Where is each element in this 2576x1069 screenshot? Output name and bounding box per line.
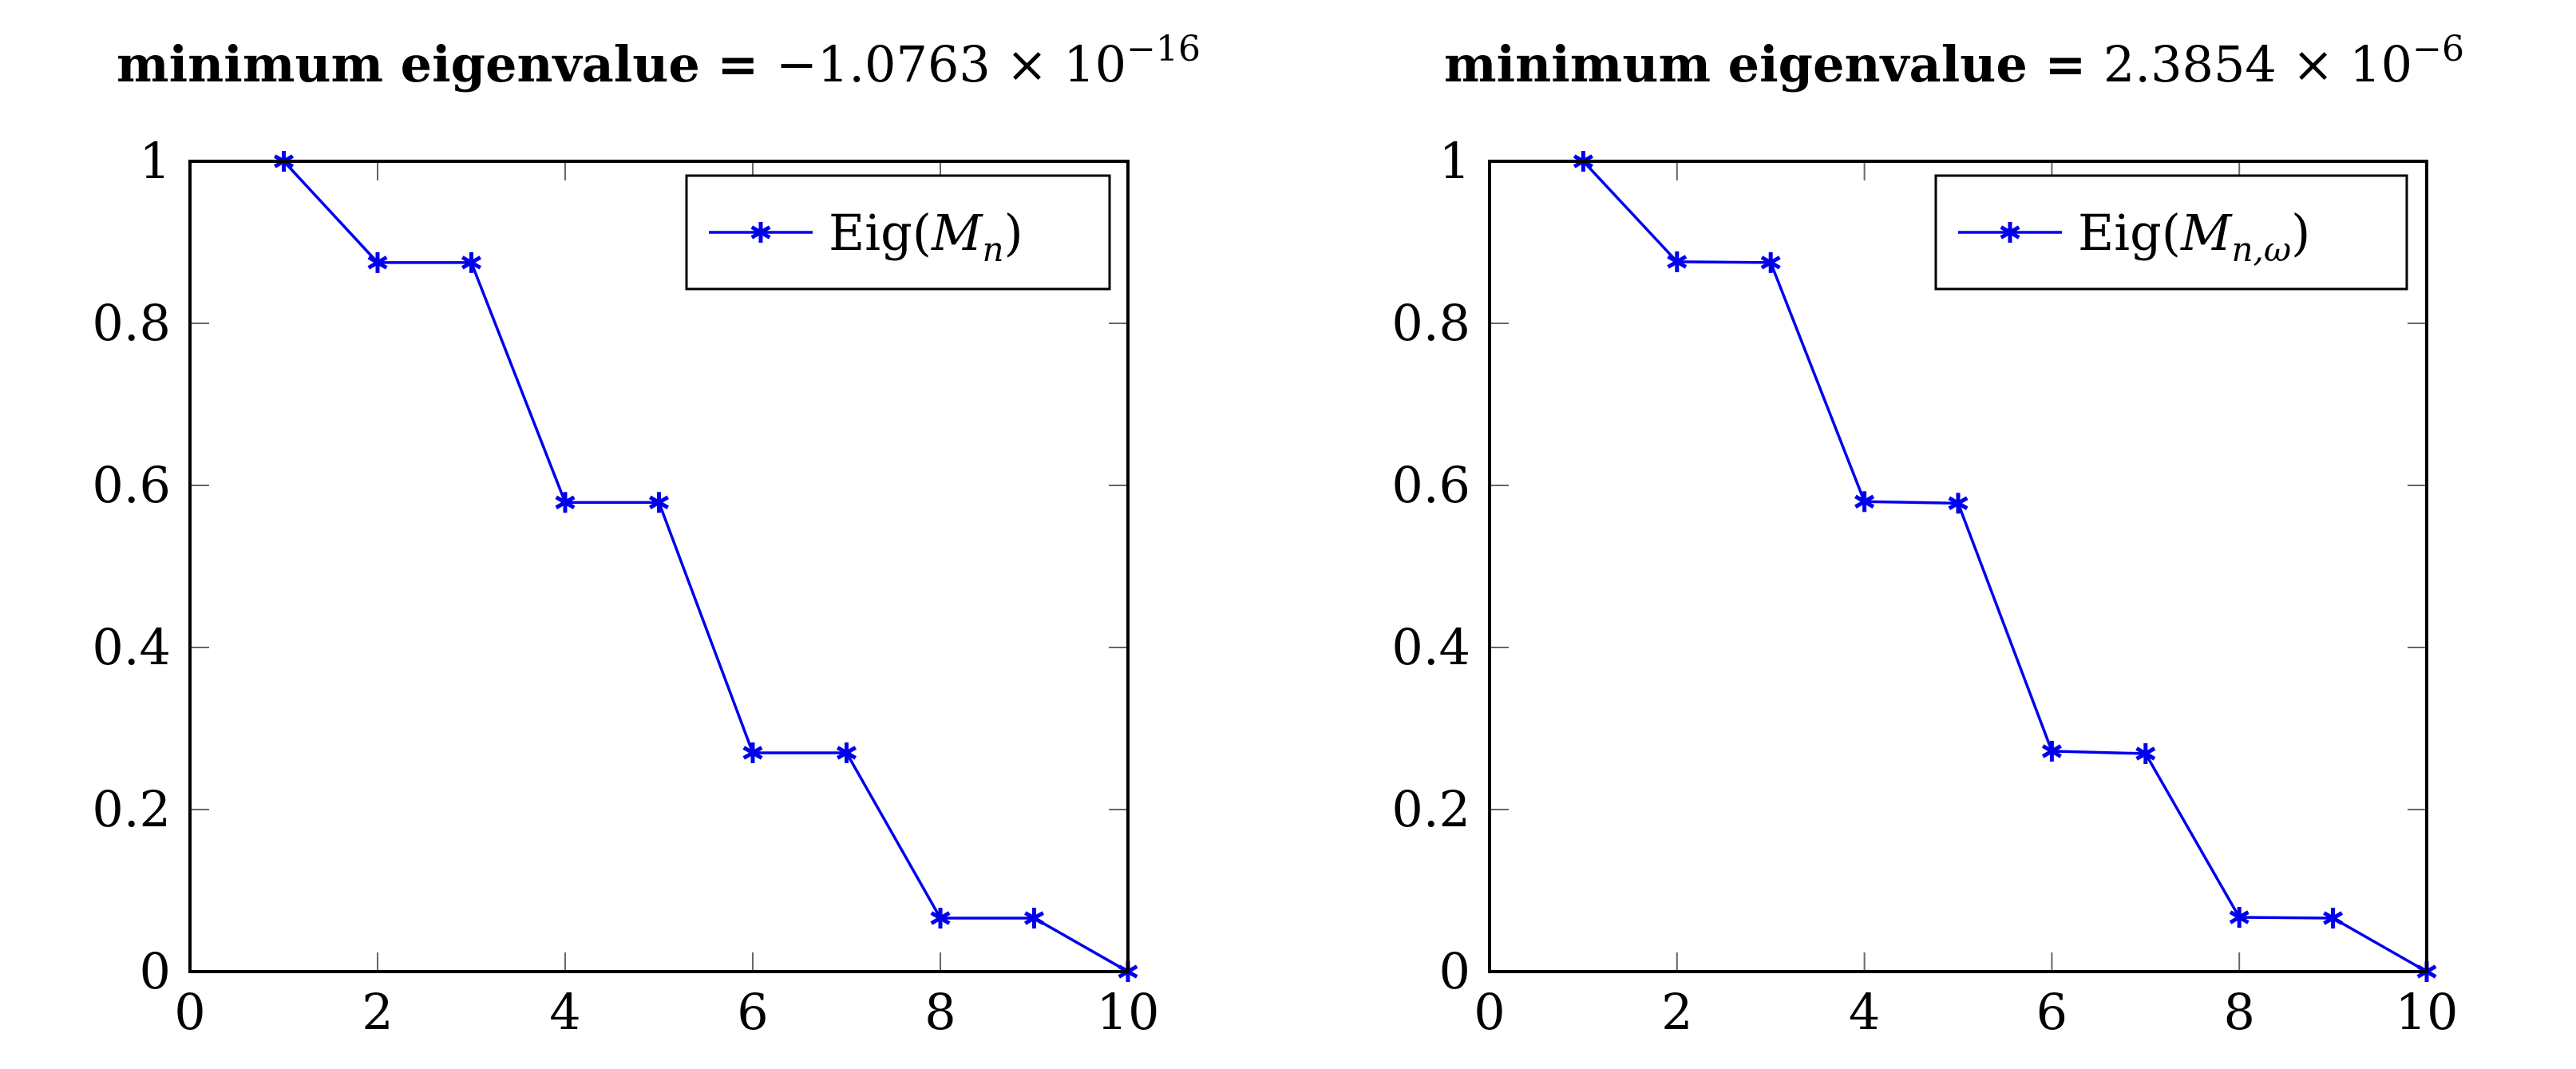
legend: Eig(Mn,ω)	[1934, 174, 2408, 291]
title-value-exponent: −16	[1126, 29, 1201, 69]
data-point	[648, 492, 670, 513]
axes-frame	[188, 160, 1130, 973]
x-tick-label: 6	[2036, 983, 2068, 1041]
y-tick-label: 0.2	[1391, 780, 1470, 838]
title-bold-part: minimum eigenvalue =	[1444, 35, 2103, 93]
chart-panel-1: minimum eigenvalue = −1.0763 × 10−16 0 2 4 6…	[92, 29, 1201, 1041]
x-tick-label: 4	[1849, 983, 1880, 1041]
y-tick-label: 0.8	[92, 294, 171, 352]
chart-title: minimum eigenvalue = −1.0763 × 10−16	[117, 29, 1201, 93]
x-tick-label: 2	[362, 983, 393, 1041]
y-tick-label: 0.4	[92, 618, 171, 676]
data-point	[2135, 742, 2156, 764]
title-value-mantissa: −1.0763 × 10	[776, 35, 1126, 93]
title-value-mantissa: 2.3854 × 10	[2103, 35, 2412, 93]
x-tick-label: 8	[2223, 983, 2254, 1041]
y-tick-label: 1	[140, 132, 171, 190]
data-point	[1667, 251, 1688, 272]
x-tick-label: 0	[174, 983, 205, 1041]
x-tick-label: 2	[1661, 983, 1692, 1041]
data-point	[836, 742, 857, 763]
legend-marker-swatch	[2000, 222, 2020, 243]
title-value-exponent: −6	[2412, 29, 2464, 69]
legend-label: Eig(Mn)	[829, 204, 1023, 269]
chart-title: minimum eigenvalue = 2.3854 × 10−6	[1444, 29, 2464, 93]
legend-marker-swatch	[750, 222, 771, 243]
legend-label: Eig(Mn,ω)	[2078, 204, 2310, 269]
data-point	[1760, 251, 1781, 273]
x-tick-label: 10	[2396, 983, 2459, 1041]
y-tick-label: 0.4	[1391, 618, 1470, 676]
data-point	[930, 908, 951, 929]
data-point	[742, 742, 763, 763]
y-tick-label: 0.6	[92, 456, 171, 514]
chart-panel-2: minimum eigenvalue = 2.3854 × 10−6 0 2 4 6 8 1…	[1391, 29, 2464, 1041]
y-tick-label: 0.6	[1391, 456, 1470, 514]
data-point	[367, 251, 388, 273]
y-tick-label: 0.8	[1391, 294, 1470, 352]
data-point	[1854, 491, 1875, 513]
data-point	[1948, 493, 1969, 514]
y-tick-label: 0.2	[92, 780, 171, 838]
data-point	[2323, 908, 2344, 929]
axes-frame	[1488, 160, 2428, 973]
data-point	[2041, 740, 2062, 762]
x-tick-label: 4	[549, 983, 580, 1041]
data-point	[2229, 906, 2250, 928]
y-tick-label: 1	[1439, 132, 1470, 190]
data-point	[1023, 908, 1045, 929]
x-tick-label: 10	[1097, 983, 1160, 1041]
data-point	[555, 492, 576, 513]
y-tick-label: 0	[140, 942, 171, 1000]
title-bold-part: minimum eigenvalue =	[117, 35, 776, 93]
legend: Eig(Mn)	[685, 174, 1111, 291]
x-tick-label: 8	[924, 983, 956, 1041]
series-line	[1582, 160, 2428, 973]
data-point	[461, 251, 482, 273]
series-line	[283, 160, 1129, 973]
x-tick-label: 0	[1474, 983, 1505, 1041]
y-tick-label: 0	[1439, 942, 1470, 1000]
x-tick-label: 6	[737, 983, 768, 1041]
